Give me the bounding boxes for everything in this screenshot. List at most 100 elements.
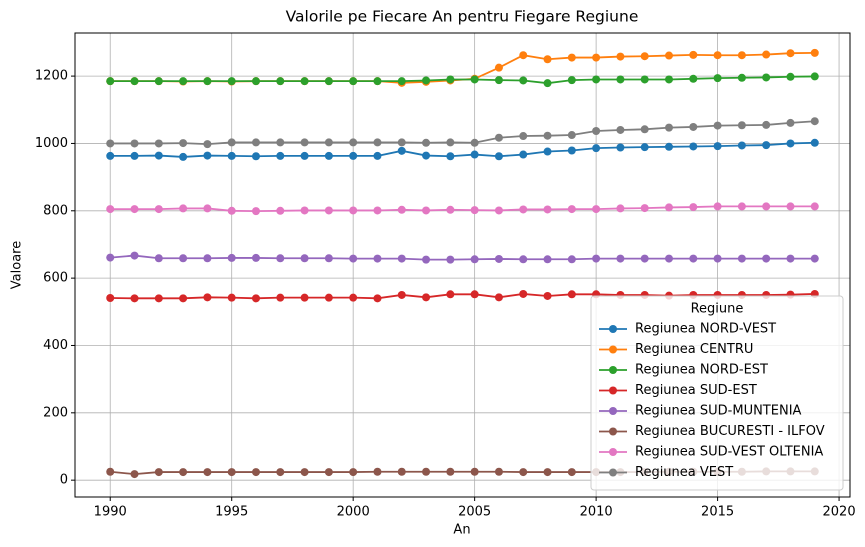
data-point	[324, 293, 333, 302]
data-point	[276, 293, 285, 302]
data-point	[203, 77, 212, 86]
data-point	[276, 138, 285, 147]
data-point	[227, 151, 236, 160]
data-point	[373, 254, 382, 263]
data-point	[567, 290, 576, 299]
data-point	[810, 202, 819, 211]
data-point	[446, 467, 455, 476]
data-point	[300, 468, 309, 477]
series-line	[110, 120, 815, 146]
data-point	[227, 253, 236, 262]
series-line	[110, 254, 815, 261]
data-point	[762, 73, 771, 82]
data-point	[154, 151, 163, 160]
data-point	[300, 293, 309, 302]
data-point	[640, 52, 649, 61]
data-point	[810, 138, 819, 147]
data-point	[567, 255, 576, 264]
data-point	[397, 146, 406, 155]
data-point	[689, 254, 698, 263]
data-point	[154, 254, 163, 263]
data-point	[276, 468, 285, 477]
data-point	[713, 121, 722, 130]
data-point	[543, 55, 552, 64]
data-point	[470, 255, 479, 264]
data-point	[470, 150, 479, 159]
data-point	[494, 467, 503, 476]
x-tick-label: 1990	[94, 505, 127, 520]
data-point	[640, 204, 649, 213]
data-point	[130, 151, 139, 160]
data-point	[300, 77, 309, 86]
y-tick-label: 1000	[35, 136, 68, 151]
plot-frame	[74, 32, 851, 498]
data-point	[494, 152, 503, 161]
data-point	[106, 139, 115, 148]
data-point	[737, 121, 746, 130]
data-point	[227, 468, 236, 477]
data-point	[373, 467, 382, 476]
data-point	[203, 204, 212, 213]
data-point	[786, 202, 795, 211]
data-point	[616, 125, 625, 134]
data-point	[373, 151, 382, 160]
data-point	[786, 139, 795, 148]
data-point	[251, 207, 260, 216]
x-tick-label: 2010	[580, 505, 613, 520]
data-point	[494, 206, 503, 215]
data-point	[349, 468, 358, 477]
data-point	[276, 77, 285, 86]
data-point	[494, 63, 503, 72]
data-point	[130, 139, 139, 148]
series-line	[110, 75, 815, 85]
data-point	[786, 49, 795, 58]
legend-label: Regiunea SUD-VEST OLTENIA	[635, 445, 823, 460]
data-point	[106, 467, 115, 476]
y-tick-label: 200	[43, 405, 68, 420]
data-point	[519, 76, 528, 85]
data-point	[470, 290, 479, 299]
data-point	[154, 77, 163, 86]
data-point	[349, 206, 358, 215]
data-point	[130, 251, 139, 260]
x-axis-label: An	[453, 523, 470, 538]
data-point	[786, 72, 795, 81]
x-tick-label: 2015	[701, 505, 734, 520]
data-point	[422, 76, 431, 85]
data-point	[179, 204, 188, 213]
data-point	[227, 293, 236, 302]
data-point	[810, 254, 819, 263]
legend-label: Regiunea NORD-EST	[635, 363, 768, 378]
data-point	[422, 255, 431, 264]
data-point	[762, 50, 771, 59]
series-line	[110, 205, 815, 213]
data-point	[251, 468, 260, 477]
data-point	[592, 144, 601, 153]
data-point	[179, 468, 188, 477]
data-point	[324, 138, 333, 147]
data-point	[713, 142, 722, 151]
data-point	[616, 204, 625, 213]
data-point	[665, 123, 674, 132]
data-point	[592, 254, 601, 263]
data-point	[519, 51, 528, 60]
data-point	[713, 74, 722, 83]
data-point	[349, 138, 358, 147]
data-point	[300, 138, 309, 147]
data-point	[543, 131, 552, 140]
data-point	[446, 205, 455, 214]
legend-label: Regiunea SUD-MUNTENIA	[635, 404, 802, 419]
data-point	[519, 132, 528, 141]
legend-marker	[609, 427, 617, 436]
legend-marker	[609, 325, 617, 333]
data-point	[446, 290, 455, 299]
data-point	[543, 147, 552, 156]
legend-label: Regiunea NORD-VEST	[635, 322, 776, 337]
x-tick-label: 2020	[823, 505, 856, 520]
data-point	[543, 255, 552, 264]
data-point	[422, 138, 431, 147]
data-point	[422, 293, 431, 302]
data-point	[446, 255, 455, 264]
data-point	[592, 75, 601, 84]
data-point	[106, 253, 115, 262]
